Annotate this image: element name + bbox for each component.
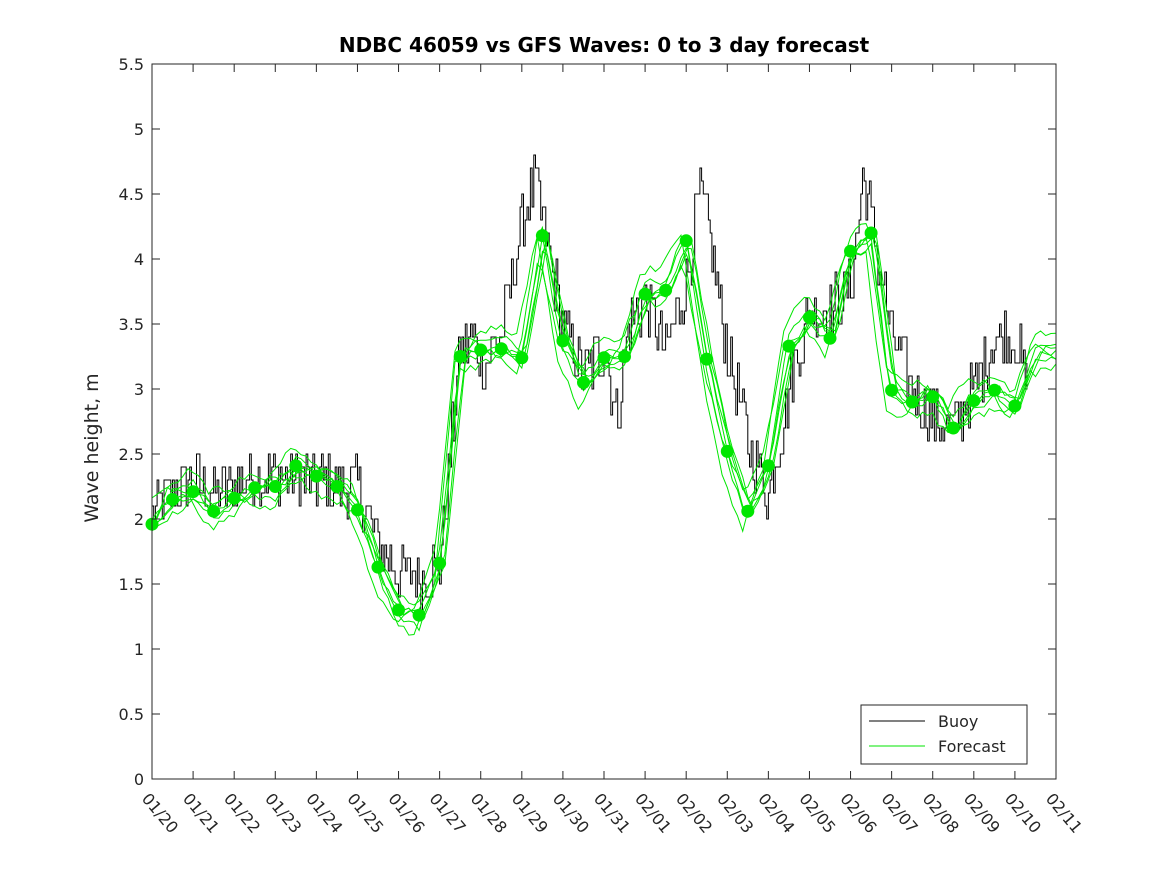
forecast-marker bbox=[844, 244, 857, 258]
y-tick-label: 4 bbox=[134, 250, 144, 269]
forecast-marker bbox=[289, 459, 303, 473]
y-tick-label: 1.5 bbox=[119, 575, 144, 594]
forecast-marker bbox=[885, 383, 899, 397]
forecast-marker bbox=[618, 350, 631, 363]
forecast-run-line bbox=[151, 232, 1057, 615]
forecast-marker bbox=[330, 480, 344, 493]
x-tick-label: 02/01 bbox=[631, 789, 675, 837]
x-tick-label: 01/28 bbox=[467, 789, 511, 837]
x-tick-label: 02/04 bbox=[754, 789, 798, 837]
forecast-markers bbox=[145, 226, 1022, 622]
buoy-series bbox=[152, 154, 1028, 611]
x-tick-label: 02/03 bbox=[713, 789, 757, 837]
forecast-run-line bbox=[151, 236, 1057, 623]
y-tick-label: 2.5 bbox=[119, 445, 144, 464]
forecast-marker bbox=[207, 504, 221, 518]
x-tick-label: 01/30 bbox=[549, 789, 593, 837]
x-tick-label: 02/11 bbox=[1042, 789, 1086, 837]
forecast-marker bbox=[597, 351, 611, 365]
forecast-marker bbox=[864, 226, 878, 240]
forecast-marker bbox=[227, 491, 241, 505]
forecast-marker bbox=[433, 556, 447, 570]
forecast-marker bbox=[905, 395, 919, 409]
forecast-marker bbox=[351, 503, 364, 517]
x-tick-label: 02/08 bbox=[919, 789, 963, 837]
forecast-series bbox=[151, 223, 1057, 636]
x-tick-label: 01/27 bbox=[426, 789, 470, 837]
x-tick-label: 01/22 bbox=[220, 789, 264, 837]
forecast-marker bbox=[309, 469, 323, 483]
x-tick-label: 01/29 bbox=[508, 789, 552, 837]
forecast-marker bbox=[577, 376, 590, 389]
forecast-marker bbox=[268, 480, 282, 493]
buoy-line bbox=[152, 154, 1028, 611]
forecast-marker bbox=[535, 229, 549, 243]
forecast-marker bbox=[926, 390, 940, 404]
forecast-marker bbox=[761, 459, 775, 473]
forecast-marker bbox=[659, 283, 673, 297]
x-tick-label: 02/06 bbox=[836, 789, 880, 837]
forecast-marker bbox=[782, 339, 796, 353]
x-tick-label: 02/10 bbox=[1001, 789, 1045, 837]
y-tick-label: 0 bbox=[134, 770, 144, 789]
x-tick-label: 01/21 bbox=[179, 789, 223, 837]
forecast-marker bbox=[166, 493, 179, 506]
forecast-marker bbox=[494, 342, 508, 356]
x-tick-label: 01/23 bbox=[261, 789, 305, 837]
forecast-marker bbox=[1008, 399, 1022, 413]
forecast-marker bbox=[700, 352, 714, 366]
y-tick-label: 3 bbox=[134, 380, 144, 399]
y-axis-label: Wave height, m bbox=[81, 373, 103, 522]
forecast-marker bbox=[392, 603, 405, 617]
legend: Buoy Forecast bbox=[860, 704, 1028, 765]
forecast-marker bbox=[412, 608, 426, 622]
forecast-marker bbox=[556, 334, 570, 348]
forecast-run-line bbox=[151, 233, 1057, 636]
y-tick-label: 5.5 bbox=[119, 55, 144, 74]
x-tick-label: 01/25 bbox=[343, 789, 387, 837]
forecast-marker bbox=[474, 343, 488, 357]
forecast-marker bbox=[248, 481, 262, 495]
forecast-marker bbox=[679, 234, 693, 248]
forecast-marker bbox=[638, 287, 652, 301]
forecast-marker bbox=[453, 350, 467, 363]
x-tick-label: 01/20 bbox=[138, 789, 182, 837]
x-tick-label: 02/05 bbox=[795, 789, 839, 837]
forecast-marker bbox=[186, 485, 200, 499]
forecast-marker bbox=[946, 421, 960, 435]
forecast-run-line bbox=[151, 236, 1057, 632]
forecast-marker bbox=[741, 504, 755, 518]
x-tick-label: 01/31 bbox=[590, 789, 634, 837]
y-tick-label: 4.5 bbox=[119, 185, 144, 204]
chart-title: NDBC 46059 vs GFS Waves: 0 to 3 day fore… bbox=[339, 33, 870, 57]
legend-forecast-label: Forecast bbox=[938, 737, 1006, 756]
x-tick-label: 01/24 bbox=[302, 789, 346, 837]
forecast-marker bbox=[803, 311, 816, 324]
forecast-marker bbox=[987, 383, 1001, 397]
legend-box bbox=[860, 704, 1028, 765]
x-tick-label: 02/07 bbox=[878, 789, 922, 837]
forecast-marker bbox=[967, 394, 981, 408]
y-axis-ticks: 0 0.5 1 1.5 2 2.5 3 3.5 4 4.5 5 5.5 bbox=[119, 55, 1056, 789]
y-tick-label: 1 bbox=[134, 640, 144, 659]
x-tick-label: 02/02 bbox=[672, 789, 716, 837]
legend-buoy-label: Buoy bbox=[938, 712, 978, 731]
forecast-marker bbox=[515, 351, 529, 365]
forecast-marker bbox=[823, 331, 837, 345]
y-tick-label: 3.5 bbox=[119, 315, 144, 334]
y-tick-label: 0.5 bbox=[119, 705, 144, 724]
y-tick-label: 2 bbox=[134, 510, 144, 529]
x-tick-label: 01/26 bbox=[384, 789, 428, 837]
forecast-marker bbox=[371, 560, 385, 574]
forecast-run-line bbox=[151, 223, 1057, 606]
forecast-marker bbox=[720, 444, 734, 458]
x-tick-label: 02/09 bbox=[960, 789, 1004, 837]
y-tick-label: 5 bbox=[134, 120, 144, 139]
